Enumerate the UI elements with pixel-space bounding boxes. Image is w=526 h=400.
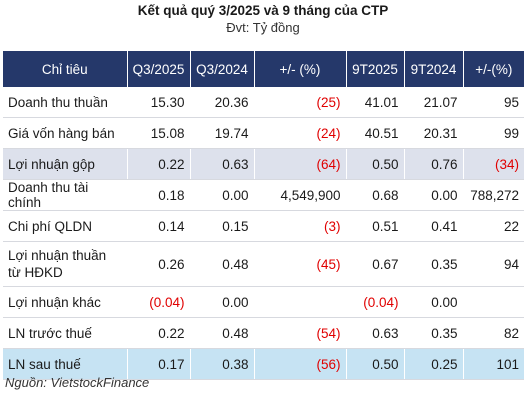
table-cell: 0.00 (404, 286, 464, 318)
table-cell: 0.68 (346, 179, 405, 211)
header-cell: +/-(%) (463, 51, 524, 87)
table-cell: 0.22 (127, 317, 191, 349)
table-cell: (54) (254, 317, 347, 349)
table-cell: 99 (463, 117, 524, 149)
row-label: Doanh thu tài chính (3, 179, 128, 211)
results-table: Chỉ tiêu Q3/2025 Q3/2024 +/- (%) 9T2025 … (3, 51, 524, 380)
table-cell: 0.50 (346, 148, 405, 180)
header-cell: Q3/2025 (127, 51, 191, 87)
table-row: Lợi nhuận thuần từ HĐKD 0.26 0.48 (45) 0… (3, 241, 524, 287)
row-label: Doanh thu thuần (3, 87, 128, 118)
table-cell: 0.25 (404, 348, 464, 380)
table-cell: (0.04) (127, 286, 191, 318)
row-label: Giá vốn hàng bán (3, 117, 128, 149)
table-cell: 0.38 (190, 348, 255, 380)
header-cell: +/- (%) (254, 51, 347, 87)
table-cell: 20.36 (190, 87, 255, 118)
table-cell: 0.17 (127, 348, 191, 380)
table-cell: 15.30 (127, 87, 191, 118)
row-label: LN trước thuế (3, 317, 128, 349)
table-cell: 0.00 (190, 286, 255, 318)
table-cell: 0.18 (127, 179, 191, 211)
table-cell: 0.48 (190, 317, 255, 349)
table-cell: 0.67 (346, 241, 405, 287)
table-cell: 94 (463, 241, 524, 287)
table-cell: 0.22 (127, 148, 191, 180)
table-cell: 4,549,900 (254, 179, 347, 211)
table-cell: (34) (463, 148, 524, 180)
table-cell: 41.01 (346, 87, 405, 118)
table-cell: (0.04) (346, 286, 405, 318)
table-cell: 0.00 (190, 179, 255, 211)
table-cell: 20.31 (404, 117, 464, 149)
table-cell: 0.14 (127, 210, 191, 242)
row-label: LN sau thuế (3, 348, 128, 380)
table-cell: 0.76 (404, 148, 464, 180)
table-cell: (3) (254, 210, 347, 242)
table-row: Doanh thu tài chính 0.18 0.00 4,549,900 … (3, 179, 524, 211)
table-row: LN sau thuế 0.17 0.38 (56) 0.50 0.25 101 (3, 348, 524, 380)
table-cell: 0.26 (127, 241, 191, 287)
table-cell: (64) (254, 148, 347, 180)
table-cell (254, 286, 347, 318)
table-cell: (56) (254, 348, 347, 380)
table-cell: 21.07 (404, 87, 464, 118)
header-cell: Q3/2024 (190, 51, 255, 87)
table-cell: 788,272 (463, 179, 524, 211)
source-note: Nguồn: VietstockFinance (5, 375, 150, 390)
table-row: Doanh thu thuần 15.30 20.36 (25) 41.01 2… (3, 87, 524, 118)
table-cell: 95 (463, 87, 524, 118)
table-cell: (24) (254, 117, 347, 149)
header-cell: 9T2024 (404, 51, 464, 87)
row-label: Lợi nhuận gộp (3, 148, 128, 180)
table-row: Chi phí QLDN 0.14 0.15 (3) 0.51 0.41 22 (3, 210, 524, 242)
table-cell: (45) (254, 241, 347, 287)
table-cell: 0.51 (346, 210, 405, 242)
table-row: Lợi nhuận gộp 0.22 0.63 (64) 0.50 0.76 (… (3, 148, 524, 180)
table-cell: 0.63 (346, 317, 405, 349)
row-label: Lợi nhuận khác (3, 286, 128, 318)
header-cell: 9T2025 (346, 51, 405, 87)
table-cell: 101 (463, 348, 524, 380)
table-cell: 22 (463, 210, 524, 242)
table-row: Giá vốn hàng bán 15.08 19.74 (24) 40.51 … (3, 117, 524, 149)
page-title: Kết quả quý 3/2025 và 9 tháng của CTP (137, 3, 389, 18)
table-cell: 0.00 (404, 179, 464, 211)
table-cell: 0.15 (190, 210, 255, 242)
table-cell: 0.35 (404, 241, 464, 287)
header-cell: Chỉ tiêu (3, 51, 128, 87)
table-cell: 15.08 (127, 117, 191, 149)
table-cell: 0.48 (190, 241, 255, 287)
header-row: Chỉ tiêu Q3/2025 Q3/2024 +/- (%) 9T2025 … (3, 51, 524, 87)
table-cell: 0.50 (346, 348, 405, 380)
table-cell: 82 (463, 317, 524, 349)
table-cell: 0.63 (190, 148, 255, 180)
table-row: Lợi nhuận khác (0.04) 0.00 (0.04) 0.00 (3, 286, 524, 318)
row-label: Chi phí QLDN (3, 210, 128, 242)
table-cell: 40.51 (346, 117, 405, 149)
table-row: LN trước thuế 0.22 0.48 (54) 0.63 0.35 8… (3, 317, 524, 349)
table-cell: (25) (254, 87, 347, 118)
row-label: Lợi nhuận thuần từ HĐKD (3, 241, 128, 287)
table-cell: 0.41 (404, 210, 464, 242)
table-cell (463, 286, 524, 318)
unit-subtitle: Đvt: Tỷ đồng (226, 20, 300, 35)
table-cell: 19.74 (190, 117, 255, 149)
table-cell: 0.35 (404, 317, 464, 349)
